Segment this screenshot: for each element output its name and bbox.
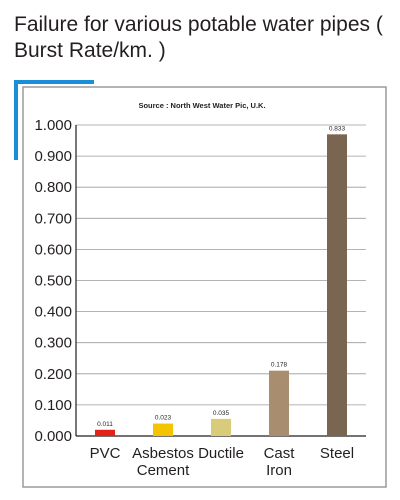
y-tick-label: 0.800 <box>34 179 72 196</box>
y-tick-label: 0.600 <box>34 241 72 258</box>
x-tick-label: Cast <box>264 445 296 462</box>
bar <box>327 134 347 436</box>
x-tick-label: Steel <box>320 445 354 462</box>
y-tick-label: 0.300 <box>34 335 72 352</box>
bar <box>95 429 115 436</box>
y-tick-label: 0.000 <box>34 428 72 445</box>
bar-value-label: 0.035 <box>213 410 230 417</box>
x-tick-label: Ductile <box>198 445 244 462</box>
accent-bar-horizontal <box>14 80 94 84</box>
chart-frame <box>22 86 387 488</box>
chart-source: Source : North West Water Pic, U.K. <box>138 101 265 110</box>
y-tick-label: 0.900 <box>34 148 72 165</box>
bar-value-label: 0.178 <box>271 362 288 369</box>
x-tick-label-line2: Cement <box>137 462 190 479</box>
y-tick-label: 0.400 <box>34 304 72 321</box>
bar-value-label: 0.023 <box>155 415 172 422</box>
bar <box>153 423 173 436</box>
x-tick-label: PVC <box>90 445 121 462</box>
chart-title: Failure for various potable water pipes … <box>14 13 383 62</box>
bar-value-label: 0.011 <box>97 421 113 428</box>
y-tick-label: 0.700 <box>34 210 72 227</box>
x-tick-label-line2: Iron <box>266 462 292 479</box>
y-tick-label: 0.500 <box>34 273 72 290</box>
x-tick-label: Asbestos <box>132 445 194 462</box>
accent-bar-vertical <box>14 80 18 160</box>
y-tick-label: 0.200 <box>34 366 72 383</box>
y-tick-label: 0.100 <box>34 397 72 414</box>
bar <box>211 418 231 436</box>
bar-value-label: 0.833 <box>329 125 346 132</box>
bar <box>269 370 289 436</box>
y-tick-label: 1.000 <box>34 117 72 134</box>
